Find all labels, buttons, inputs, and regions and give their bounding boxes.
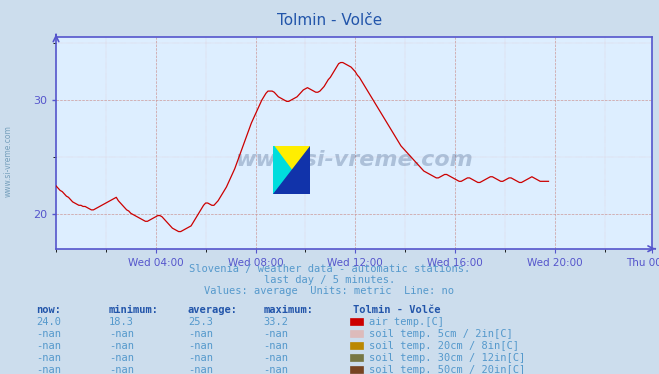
Text: -nan: -nan <box>109 365 134 374</box>
Text: 24.0: 24.0 <box>36 317 61 327</box>
Text: www.si-vreme.com: www.si-vreme.com <box>3 125 13 197</box>
Text: -nan: -nan <box>109 353 134 363</box>
Text: -nan: -nan <box>188 365 213 374</box>
Text: 25.3: 25.3 <box>188 317 213 327</box>
Text: Tolmin - Volče: Tolmin - Volče <box>353 305 440 315</box>
Text: Tolmin - Volče: Tolmin - Volče <box>277 13 382 28</box>
Text: soil temp. 30cm / 12in[C]: soil temp. 30cm / 12in[C] <box>369 353 525 363</box>
Text: -nan: -nan <box>188 353 213 363</box>
Text: -nan: -nan <box>36 329 61 339</box>
Text: air temp.[C]: air temp.[C] <box>369 317 444 327</box>
Text: -nan: -nan <box>264 353 289 363</box>
Text: -nan: -nan <box>264 341 289 351</box>
Text: Values: average  Units: metric  Line: no: Values: average Units: metric Line: no <box>204 286 455 296</box>
Text: www.si-vreme.com: www.si-vreme.com <box>235 150 473 170</box>
Text: last day / 5 minutes.: last day / 5 minutes. <box>264 275 395 285</box>
Text: average:: average: <box>188 305 238 315</box>
Text: soil temp. 50cm / 20in[C]: soil temp. 50cm / 20in[C] <box>369 365 525 374</box>
Text: minimum:: minimum: <box>109 305 159 315</box>
Text: soil temp. 20cm / 8in[C]: soil temp. 20cm / 8in[C] <box>369 341 519 351</box>
Text: -nan: -nan <box>109 329 134 339</box>
Polygon shape <box>273 146 291 194</box>
Text: -nan: -nan <box>188 329 213 339</box>
Text: -nan: -nan <box>36 353 61 363</box>
Text: -nan: -nan <box>36 341 61 351</box>
Text: soil temp. 5cm / 2in[C]: soil temp. 5cm / 2in[C] <box>369 329 513 339</box>
Text: -nan: -nan <box>109 341 134 351</box>
Text: 18.3: 18.3 <box>109 317 134 327</box>
Text: Slovenia / weather data - automatic stations.: Slovenia / weather data - automatic stat… <box>189 264 470 274</box>
Text: 33.2: 33.2 <box>264 317 289 327</box>
Polygon shape <box>273 146 310 194</box>
Text: -nan: -nan <box>188 341 213 351</box>
Text: -nan: -nan <box>264 365 289 374</box>
Text: maximum:: maximum: <box>264 305 314 315</box>
Text: -nan: -nan <box>264 329 289 339</box>
Text: now:: now: <box>36 305 61 315</box>
Text: -nan: -nan <box>36 365 61 374</box>
